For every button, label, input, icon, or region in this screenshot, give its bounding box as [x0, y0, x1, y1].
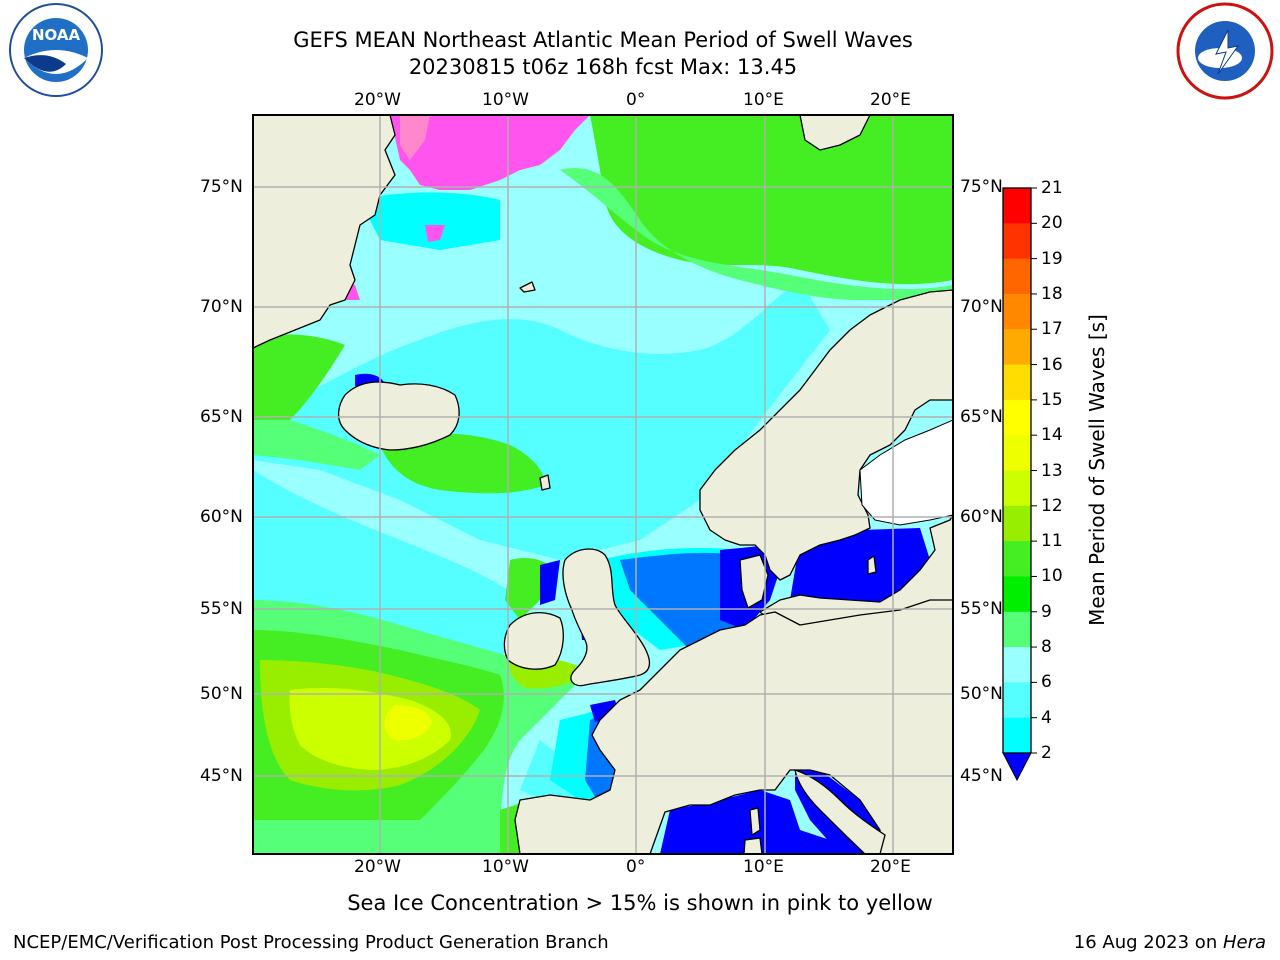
lat-tick-left: 45°N: [200, 766, 243, 786]
footer-date: 16 Aug 2023 on Hera: [1074, 932, 1266, 954]
colorbar-tick-label: 13: [1041, 460, 1063, 481]
swell-band-under-2s: [540, 560, 560, 605]
map-frame: [252, 114, 954, 855]
chart-subtitle: 20230815 t06z 168h fcst Max: 13.45: [408, 55, 798, 79]
lon-tick-top: 0°: [626, 90, 646, 110]
land-jan-mayen: [519, 281, 536, 293]
land-faroe: [539, 474, 551, 491]
lon-tick-top: 10°W: [482, 90, 529, 110]
swell-band-10-11s: [380, 433, 545, 494]
noaa-logo: NOAA: [9, 3, 103, 97]
lat-tick-left: 75°N: [200, 177, 243, 197]
swell-band-4-6s: [360, 192, 500, 250]
footer-date-text: 16 Aug 2023 on: [1073, 932, 1223, 953]
lat-tick-right: 60°N: [960, 507, 1003, 527]
colorbar-label: Mean Period of Swell Waves [s]: [1085, 314, 1109, 626]
lat-tick-right: 65°N: [960, 407, 1003, 427]
lat-tick-left: 70°N: [200, 297, 243, 317]
lat-tick-left: 65°N: [200, 407, 243, 427]
colorbar-tick-label: 9: [1041, 601, 1052, 622]
swell-band-9-10s: [560, 168, 953, 300]
sea-ice-area: [390, 115, 590, 190]
footer-host: Hera: [1222, 932, 1266, 953]
colorbar-tick-label: 19: [1041, 248, 1063, 269]
sea-ice-area: [400, 115, 430, 160]
colorbar-tick-label: 14: [1041, 425, 1063, 446]
land-denmark: [739, 554, 769, 609]
land-finland-lakes: [859, 419, 953, 526]
lat-tick-right: 45°N: [960, 766, 1003, 786]
lat-tick-right: 50°N: [960, 684, 1003, 704]
colorbar-tick-label: 21: [1041, 178, 1063, 198]
footer-credit: NCEP/EMC/Verification Post Processing Pr…: [13, 932, 609, 953]
lon-tick-bottom: 0°: [626, 857, 646, 877]
land-great-britain: [562, 548, 651, 687]
lat-tick-left: 55°N: [200, 599, 243, 619]
swell-band-10-11s: [590, 115, 953, 285]
colorbar-tick-label: 2: [1041, 743, 1052, 763]
lon-tick-top: 20°W: [354, 90, 401, 110]
colorbar-tick-label: 18: [1041, 283, 1063, 304]
lon-tick-bottom: 20°W: [354, 857, 401, 877]
land-svalbard: [799, 115, 871, 151]
swell-band-6-8s: [253, 280, 830, 560]
land-gotland: [867, 555, 877, 575]
lon-tick-bottom: 20°E: [870, 857, 911, 877]
lon-tick-top: 10°E: [743, 90, 784, 110]
sea-ice-note: Sea Ice Concentration > 15% is shown in …: [347, 891, 933, 915]
swell-band-10-11s: [253, 334, 345, 420]
sea-ice-area: [425, 225, 445, 242]
graticule: [253, 115, 953, 854]
land-italy: [794, 769, 886, 854]
land-corsica: [749, 807, 761, 836]
colorbar-tick-label: 8: [1041, 637, 1052, 658]
lon-tick-top: 20°E: [870, 90, 911, 110]
chart-title: GEFS MEAN Northeast Atlantic Mean Period…: [293, 28, 913, 52]
land-sardinia: [743, 837, 763, 854]
swell-band-2-4s: [620, 552, 750, 650]
lon-tick-bottom: 10°E: [743, 857, 784, 877]
land-greenland: [253, 115, 396, 349]
land-continent: [514, 599, 953, 854]
colorbar-tick-label: 4: [1041, 707, 1052, 728]
swell-band-13-14s: [384, 705, 432, 741]
lat-tick-left: 50°N: [200, 684, 243, 704]
lat-tick-right: 55°N: [960, 599, 1003, 619]
colorbar-tick-label: 16: [1041, 354, 1063, 375]
swell-band-9-10s: [253, 420, 380, 470]
colorbar-tick-label: 17: [1041, 319, 1063, 340]
land-iceland: [337, 381, 460, 451]
nws-logo: [1176, 2, 1274, 100]
colorbar-tick-label: 15: [1041, 389, 1063, 410]
lat-tick-left: 60°N: [200, 507, 243, 527]
lat-tick-right: 70°N: [960, 297, 1003, 317]
noaa-label: NOAA: [32, 26, 81, 44]
land-ireland: [503, 612, 564, 670]
colorbar-tick-label: 11: [1041, 531, 1063, 552]
colorbar-tick-label: 20: [1041, 213, 1063, 234]
colorbar-tick-label: 12: [1041, 495, 1063, 516]
lat-tick-right: 75°N: [960, 177, 1003, 197]
lon-tick-bottom: 10°W: [482, 857, 529, 877]
colorbar-tick-label: 6: [1041, 672, 1052, 693]
colorbar-tick-label: 10: [1041, 566, 1063, 587]
